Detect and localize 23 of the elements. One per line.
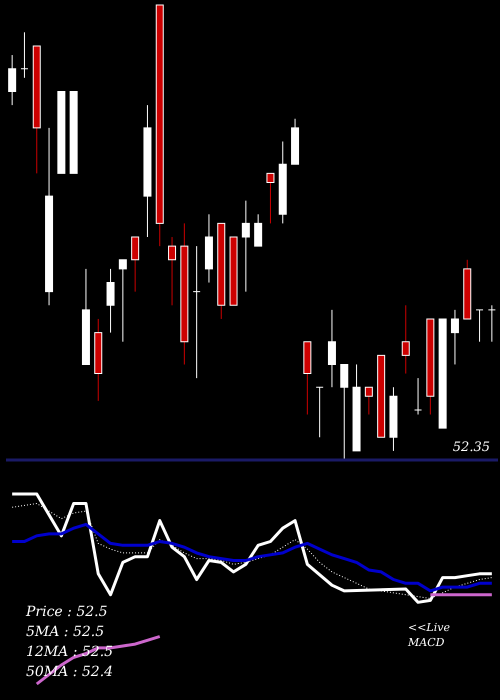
candlestick xyxy=(476,309,484,342)
candlestick xyxy=(106,268,115,334)
candlestick xyxy=(402,304,410,374)
candlestick xyxy=(131,236,140,292)
candlestick xyxy=(118,259,127,342)
annotation: Price : 52.5 xyxy=(25,604,108,620)
candlestick xyxy=(316,386,324,438)
annotation: 5MA : 52.5 xyxy=(26,624,104,640)
annotation: <<Live MACD xyxy=(407,621,450,649)
candlestick xyxy=(340,364,348,460)
candlestick xyxy=(192,246,201,379)
candlestick xyxy=(8,54,16,106)
candlestick xyxy=(488,304,496,342)
candlestick xyxy=(414,378,422,415)
candlestick xyxy=(364,386,373,415)
candlestick xyxy=(254,214,262,247)
annotation: 52.35 xyxy=(452,440,490,455)
candlestick xyxy=(168,236,176,306)
candlestick xyxy=(328,309,336,388)
candlestick xyxy=(450,309,459,365)
candlestick xyxy=(266,172,274,224)
candlestick xyxy=(20,32,28,78)
candlestick xyxy=(242,200,250,292)
